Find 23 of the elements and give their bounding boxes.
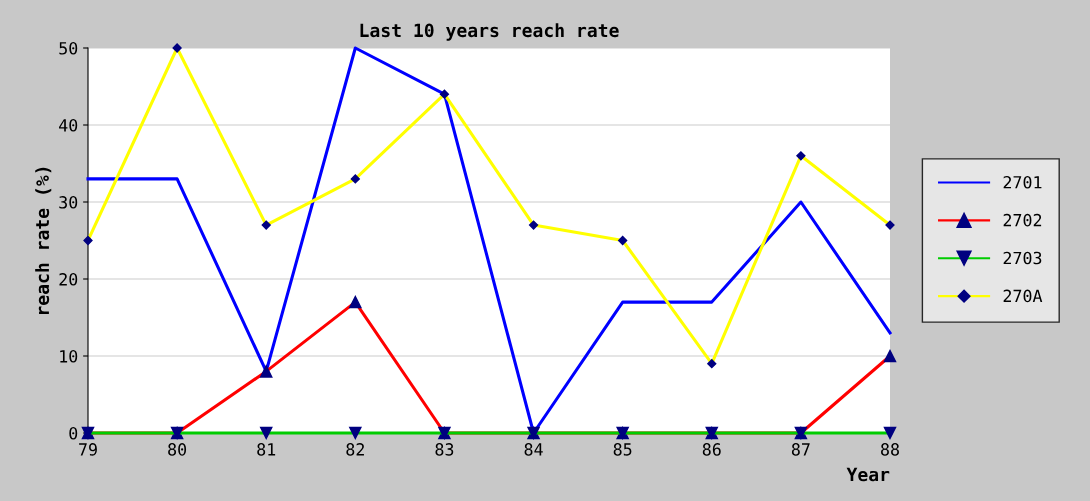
y-tick-label: 30 bbox=[59, 196, 78, 209]
y-tick-label: 20 bbox=[59, 273, 78, 286]
x-tick-label: 85 bbox=[613, 443, 632, 456]
y-tick-label: 50 bbox=[59, 42, 78, 55]
x-tick-label: 79 bbox=[79, 443, 97, 456]
x-tick-label: 80 bbox=[168, 443, 187, 456]
legend-label: 2703 bbox=[1003, 251, 1042, 265]
legend-label: 2701 bbox=[1003, 175, 1042, 189]
legend-label: 2702 bbox=[1003, 213, 1042, 227]
legend-label: 270A bbox=[1003, 289, 1043, 303]
y-tick-label: 40 bbox=[59, 119, 78, 132]
x-axis-title: Year bbox=[846, 467, 890, 482]
y-tick-label: 0 bbox=[69, 427, 78, 440]
y-axis-title: reach rate (%) bbox=[35, 167, 52, 315]
x-tick-label: 82 bbox=[346, 443, 364, 456]
x-tick-label: 88 bbox=[881, 443, 899, 456]
x-tick-label: 81 bbox=[257, 443, 276, 456]
x-tick-label: 84 bbox=[524, 443, 543, 456]
x-tick-label: 86 bbox=[702, 443, 721, 456]
x-tick-label: 87 bbox=[791, 443, 810, 456]
chart-title: Last 10 years reach rate bbox=[360, 23, 619, 41]
y-tick-label: 10 bbox=[60, 350, 78, 363]
x-tick-label: 83 bbox=[435, 443, 454, 456]
